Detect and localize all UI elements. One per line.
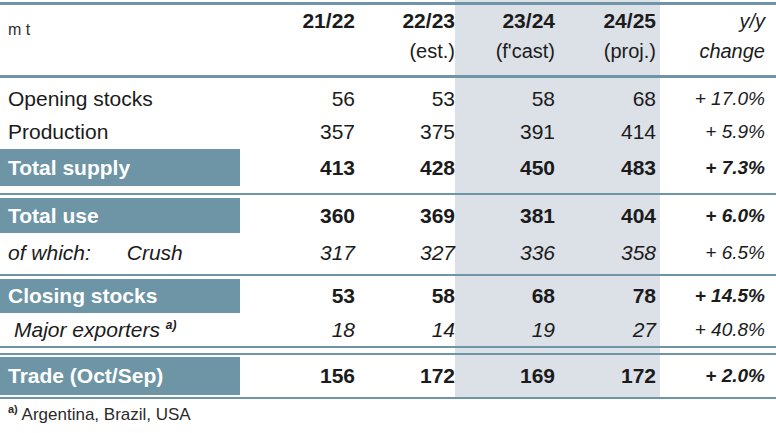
table-row-closing-stocks: Closing stocks 53 58 68 78 + 14.5% xyxy=(0,279,776,313)
value-2425: 27 xyxy=(555,318,656,342)
table-bottom-rule xyxy=(0,397,776,399)
table-row-crush: of which: Crush 317 327 336 358 + 6.5% xyxy=(0,236,776,269)
value-2122: 53 xyxy=(240,284,355,308)
value-2425: 68 xyxy=(555,87,656,111)
value-2324: 169 xyxy=(455,364,555,388)
row-label: Opening stocks xyxy=(0,87,240,111)
value-2122: 18 xyxy=(240,318,355,342)
table-footnote: a) Argentina, Brazil, USA xyxy=(8,403,191,425)
value-2324: 336 xyxy=(455,241,555,265)
footnote-marker-ref: a) xyxy=(166,318,177,332)
value-2223: 53 xyxy=(355,87,455,111)
value-2223: 14 xyxy=(355,318,455,342)
value-2223: 172 xyxy=(355,364,455,388)
table-row-trade: Trade (Oct/Sep) 156 172 169 172 + 2.0% xyxy=(0,357,776,395)
use-section-rule xyxy=(0,274,776,276)
value-2425: 172 xyxy=(555,364,656,388)
yoy-header-line2: change xyxy=(656,37,765,65)
value-yoy: + 14.5% xyxy=(656,285,776,307)
value-2122: 413 xyxy=(240,156,355,180)
row-label: Major exporters a) xyxy=(0,318,240,342)
column-header-2122: 21/22 xyxy=(240,5,355,75)
value-2122: 317 xyxy=(240,241,355,265)
double-rule xyxy=(0,346,776,355)
column-header-yoy: y/y change xyxy=(656,5,776,75)
row-label: Trade (Oct/Sep) xyxy=(0,357,240,395)
value-2223: 369 xyxy=(355,204,455,228)
column-header-year: 21/22 xyxy=(240,5,355,37)
row-label: Production xyxy=(0,120,240,144)
value-2425: 358 xyxy=(555,241,656,265)
row-label-name: Crush xyxy=(127,241,183,264)
value-2223: 58 xyxy=(355,284,455,308)
column-header-qualifier: (est.) xyxy=(355,37,455,65)
row-label: Total use xyxy=(0,198,240,233)
value-2425: 483 xyxy=(555,156,656,180)
supply-demand-table: m t 21/22 22/23 (est.) 23/24 (f'cast) 24… xyxy=(0,0,776,433)
value-yoy: + 40.8% xyxy=(656,319,776,341)
value-2324: 381 xyxy=(455,204,555,228)
footnote-text: Argentina, Brazil, USA xyxy=(22,405,191,424)
row-label-prefix: of which: xyxy=(8,241,91,264)
column-header-2324: 23/24 (f'cast) xyxy=(455,5,555,75)
yoy-header-line1: y/y xyxy=(656,5,765,37)
row-label: of which: Crush xyxy=(0,241,240,265)
value-2324: 391 xyxy=(455,120,555,144)
value-yoy: + 7.3% xyxy=(656,157,776,179)
row-label-name: Major exporters xyxy=(14,318,160,341)
value-2223: 327 xyxy=(355,241,455,265)
value-yoy: + 17.0% xyxy=(656,88,776,110)
column-header-2425: 24/25 (proj.) xyxy=(555,5,656,75)
column-header-qualifier: (f'cast) xyxy=(455,37,555,65)
value-yoy: + 5.9% xyxy=(656,121,776,143)
value-2223: 375 xyxy=(355,120,455,144)
value-2122: 156 xyxy=(240,364,355,388)
table-row-production: Production 357 375 391 414 + 5.9% xyxy=(0,115,776,148)
value-yoy: + 2.0% xyxy=(656,365,776,387)
unit-label: m t xyxy=(0,5,240,75)
value-yoy: + 6.5% xyxy=(656,242,776,264)
column-header-2223: 22/23 (est.) xyxy=(355,5,455,75)
table-row-total-supply: Total supply 413 428 450 483 + 7.3% xyxy=(0,149,776,186)
value-2223: 428 xyxy=(355,156,455,180)
table-row-major-exporters: Major exporters a) 18 14 19 27 + 40.8% xyxy=(0,313,776,346)
supply-section-rule xyxy=(0,193,776,195)
value-2324: 19 xyxy=(455,318,555,342)
header-bottom-rule xyxy=(0,75,776,78)
value-2425: 404 xyxy=(555,204,656,228)
table-row-total-use: Total use 360 369 381 404 + 6.0% xyxy=(0,198,776,233)
value-yoy: + 6.0% xyxy=(656,205,776,227)
value-2324: 450 xyxy=(455,156,555,180)
table-header-row: m t 21/22 22/23 (est.) 23/24 (f'cast) 24… xyxy=(0,5,776,75)
column-header-year: 23/24 xyxy=(455,5,555,37)
column-header-year: 24/25 xyxy=(555,5,656,37)
value-2425: 414 xyxy=(555,120,656,144)
table-row-opening-stocks: Opening stocks 56 53 58 68 + 17.0% xyxy=(0,82,776,115)
value-2324: 58 xyxy=(455,87,555,111)
value-2324: 68 xyxy=(455,284,555,308)
value-2425: 78 xyxy=(555,284,656,308)
value-2122: 357 xyxy=(240,120,355,144)
value-2122: 360 xyxy=(240,204,355,228)
column-header-year: 22/23 xyxy=(355,5,455,37)
row-label: Closing stocks xyxy=(0,279,240,313)
row-label: Total supply xyxy=(0,149,240,186)
value-2122: 56 xyxy=(240,87,355,111)
column-header-qualifier: (proj.) xyxy=(555,37,656,65)
footnote-marker: a) xyxy=(8,403,18,415)
